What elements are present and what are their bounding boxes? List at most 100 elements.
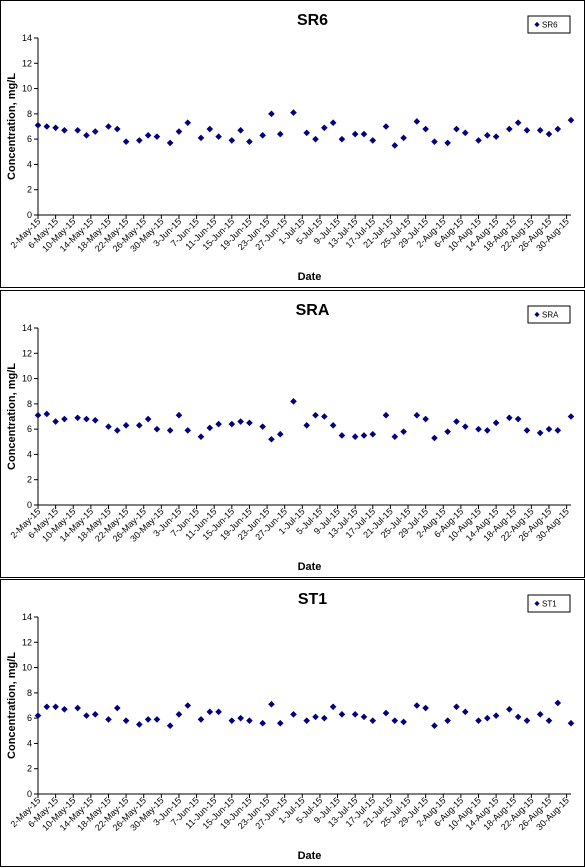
data-point <box>246 138 253 145</box>
data-point <box>545 130 553 138</box>
data-point <box>484 132 491 139</box>
data-point <box>175 128 183 135</box>
data-point <box>228 717 236 724</box>
data-point <box>91 128 99 135</box>
y-axis-label: Concentration, mg/L <box>6 652 18 759</box>
data-point <box>303 129 311 137</box>
y-tick-label: 10 <box>22 374 32 384</box>
data-point <box>259 132 266 139</box>
legend-label: SRA <box>542 311 559 320</box>
data-point <box>382 123 390 130</box>
data-point <box>144 132 152 139</box>
y-tick-label: 4 <box>27 449 32 459</box>
data-point <box>268 700 275 708</box>
data-point <box>523 126 531 134</box>
data-point <box>268 435 275 443</box>
data-point <box>83 132 90 139</box>
y-tick-label: 6 <box>27 424 32 434</box>
data-point <box>422 415 429 423</box>
data-point <box>215 133 222 140</box>
data-point <box>166 427 174 434</box>
data-point <box>237 126 244 134</box>
data-point <box>43 703 51 711</box>
y-tick-label: 8 <box>27 399 32 409</box>
x-axis-label: Date <box>298 271 322 283</box>
data-point <box>506 705 513 713</box>
data-point <box>360 432 368 439</box>
data-point <box>545 425 553 433</box>
data-point <box>166 139 174 147</box>
data-point <box>206 125 214 133</box>
data-point <box>276 430 284 438</box>
y-tick-label: 8 <box>27 109 32 119</box>
data-point <box>303 717 311 724</box>
chart-title: SRA <box>296 302 330 319</box>
data-point <box>228 420 236 428</box>
data-point <box>153 425 161 433</box>
data-point <box>136 721 143 728</box>
data-point <box>113 427 121 434</box>
data-point <box>413 411 421 419</box>
data-point <box>105 423 112 430</box>
y-tick-label: 10 <box>22 663 32 673</box>
data-point <box>74 704 81 712</box>
chart-title: SR6 <box>297 12 328 29</box>
chart-panel-sra: SRA 0 2 4 6 8 10 12 14 2-May-15 6-May-15 10-May-15 1… <box>0 290 585 578</box>
data-point <box>431 138 438 145</box>
data-point <box>382 709 390 717</box>
x-axis-label: Date <box>298 561 322 573</box>
data-point <box>303 422 311 429</box>
data-point <box>567 413 575 420</box>
data-point <box>52 703 59 711</box>
y-tick-label: 14 <box>22 612 32 622</box>
legend-marker <box>534 600 540 607</box>
data-point <box>506 125 513 133</box>
chart-panel-sr6: SR6 0 2 4 6 8 10 12 14 2-May-15 6-May-15 10-May-15 1… <box>0 0 585 288</box>
data-point <box>369 137 377 144</box>
y-tick-label: 10 <box>22 84 32 94</box>
data-point <box>453 703 460 711</box>
data-point <box>413 702 421 709</box>
data-point <box>453 418 460 425</box>
y-tick-label: 12 <box>22 58 32 68</box>
data-point <box>536 126 544 134</box>
data-point <box>369 717 377 724</box>
y-tick-label: 12 <box>22 348 32 358</box>
data-point <box>536 711 544 718</box>
data-point <box>197 134 205 142</box>
data-point <box>567 719 575 727</box>
data-point <box>197 433 205 441</box>
data-point <box>312 713 319 721</box>
data-point <box>52 418 59 425</box>
y-tick-label: 2 <box>27 185 32 195</box>
data-point <box>52 124 59 132</box>
data-point <box>113 125 121 133</box>
data-point <box>74 414 81 422</box>
data-point <box>514 415 522 423</box>
data-point <box>276 719 284 727</box>
data-point <box>360 713 368 721</box>
data-point <box>321 124 328 132</box>
data-point <box>276 130 284 138</box>
data-point <box>136 137 143 144</box>
data-point <box>475 425 482 433</box>
y-tick-label: 0 <box>27 789 32 799</box>
data-point <box>422 125 429 133</box>
data-point <box>61 126 68 134</box>
data-point <box>136 422 143 429</box>
data-point <box>422 704 429 712</box>
data-point <box>321 714 328 722</box>
legend-label: SR6 <box>542 21 558 30</box>
legend-box <box>527 15 571 34</box>
y-tick-label: 2 <box>27 475 32 485</box>
y-axis-label: Concentration, mg/L <box>6 73 18 180</box>
legend-marker <box>534 311 540 318</box>
data-point <box>484 714 491 722</box>
y-tick-label: 12 <box>22 637 32 647</box>
data-point <box>144 415 152 423</box>
y-tick-label: 4 <box>27 159 32 169</box>
y-tick-label: 14 <box>22 33 32 43</box>
data-point <box>74 126 81 134</box>
data-point <box>153 716 161 723</box>
